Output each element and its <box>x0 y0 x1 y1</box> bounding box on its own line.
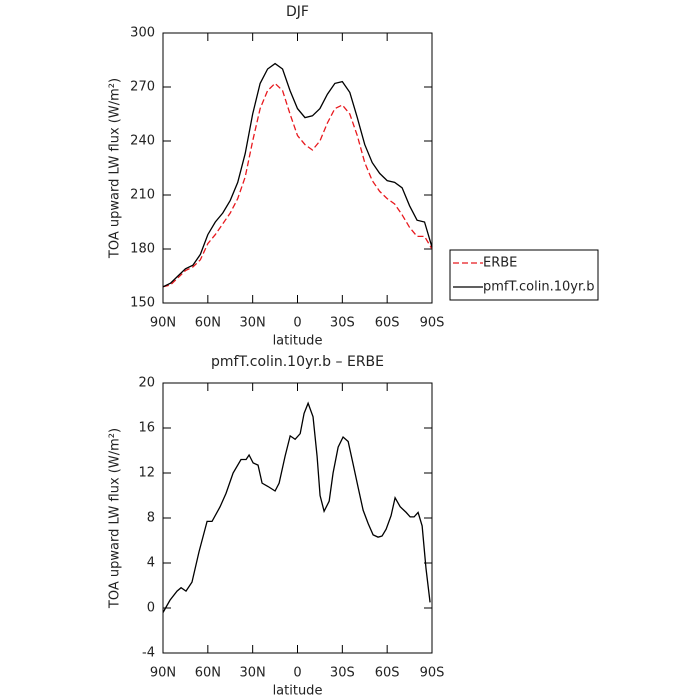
y-tick-label: 300 <box>130 26 155 41</box>
y-tick-label: 4 <box>147 556 155 571</box>
legend-label: pmfT.colin.10yr.b <box>483 280 595 295</box>
x-tick-label: 0 <box>293 316 301 331</box>
x-tick-label: 90S <box>420 666 445 681</box>
x-tick-label: 60N <box>195 666 221 681</box>
x-tick-label: 60S <box>375 666 400 681</box>
x-axis-label: latitude <box>273 684 323 699</box>
data-line <box>162 62 433 288</box>
x-tick-label: 60S <box>375 316 400 331</box>
x-tick-label: 90S <box>420 316 445 331</box>
y-tick-label: -4 <box>142 646 155 661</box>
legend-box <box>449 249 599 301</box>
data-line <box>162 401 431 613</box>
x-tick-label: 60N <box>195 316 221 331</box>
x-tick-label: 30N <box>240 666 266 681</box>
chart-title: DJF <box>286 4 309 20</box>
y-tick-label: 12 <box>138 466 155 481</box>
y-tick-label: 270 <box>130 80 155 95</box>
y-tick-label: 180 <box>130 242 155 257</box>
y-tick-label: 16 <box>138 421 155 436</box>
y-tick-label: 8 <box>147 511 155 526</box>
y-axis-label: TOA upward LW flux (W/m²) <box>108 78 123 259</box>
x-tick-label: 30N <box>240 316 266 331</box>
y-tick-label: 210 <box>130 188 155 203</box>
chart-title: pmfT.colin.10yr.b – ERBE <box>211 354 384 370</box>
legend-label: ERBE <box>483 256 517 271</box>
data-line <box>162 82 433 288</box>
x-tick-label: 30S <box>330 666 355 681</box>
x-tick-label: 90N <box>150 666 176 681</box>
x-tick-label: 30S <box>330 316 355 331</box>
y-tick-label: 20 <box>138 376 155 391</box>
y-tick-label: 150 <box>130 296 155 311</box>
plot-frame <box>162 32 433 304</box>
plot-frame <box>162 382 433 654</box>
x-tick-label: 90N <box>150 316 176 331</box>
y-tick-label: 0 <box>147 601 155 616</box>
y-axis-label: TOA upward LW flux (W/m²) <box>108 428 123 609</box>
x-tick-label: 0 <box>293 666 301 681</box>
x-axis-label: latitude <box>273 334 323 349</box>
y-tick-label: 240 <box>130 134 155 149</box>
